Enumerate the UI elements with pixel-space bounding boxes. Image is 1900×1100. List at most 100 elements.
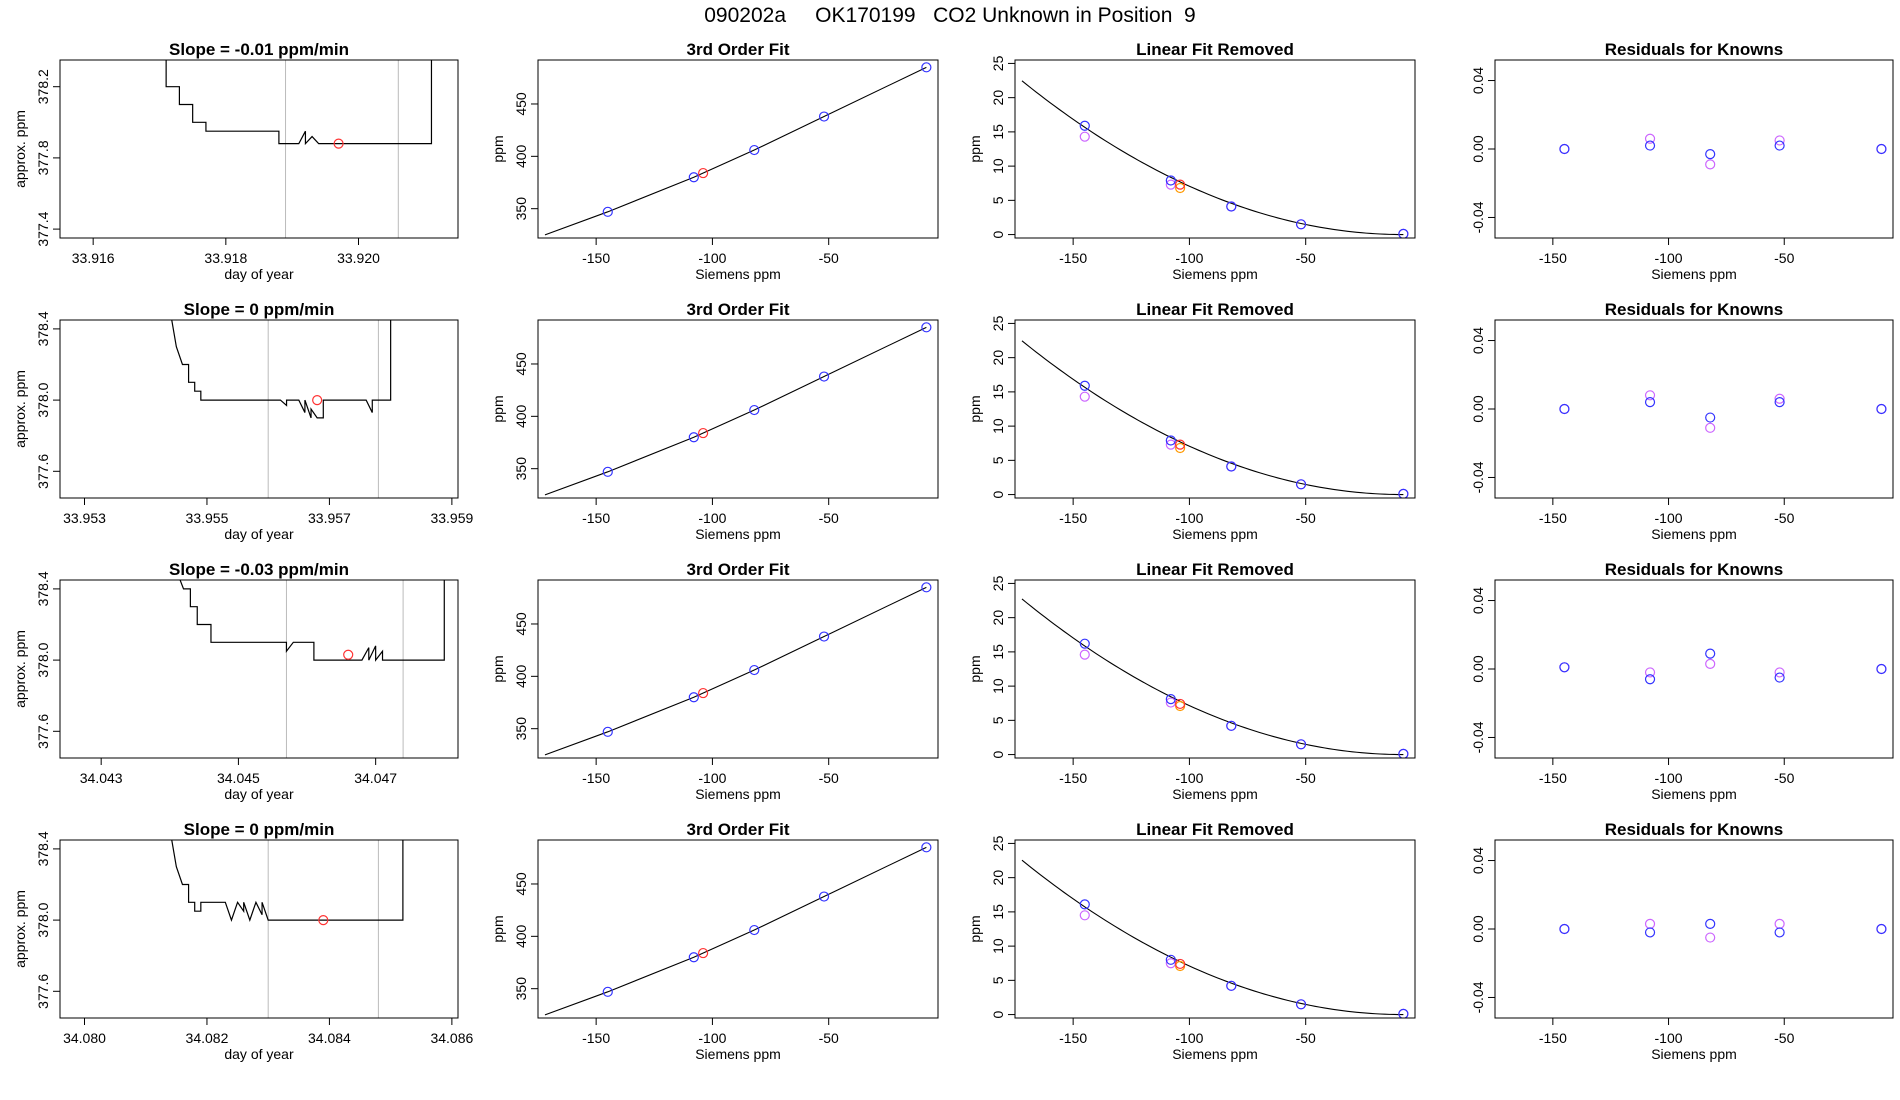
fit-curve	[544, 586, 927, 756]
plot-frame	[1014, 59, 1416, 239]
residual-point-alt	[1644, 390, 1656, 401]
residual-point	[1705, 149, 1716, 160]
residual-point	[1559, 923, 1570, 935]
plot-frame	[1014, 579, 1416, 759]
x-tick-label: -100	[1175, 770, 1203, 786]
y-tick-label: 0	[990, 750, 1006, 758]
x-tick-label: -150	[1059, 770, 1087, 786]
x-axis-label: Siemens ppm	[1651, 1046, 1737, 1062]
residual-point	[1705, 412, 1716, 423]
known-standard-point	[602, 986, 613, 997]
residual-point	[1774, 397, 1785, 408]
unknown-point	[1175, 179, 1186, 190]
unknown-point-alt	[1175, 700, 1186, 712]
x-axis-label: day of year	[224, 266, 294, 282]
residual-point	[1876, 143, 1887, 155]
x-axis-label: Siemens ppm	[1651, 266, 1737, 282]
plot-area	[165, 60, 433, 238]
y-axis-label: ppm	[490, 915, 506, 942]
x-tick-label: 34.086	[430, 1030, 473, 1046]
residual-point	[1705, 648, 1716, 659]
x-axis-label: Siemens ppm	[1651, 526, 1737, 542]
x-tick-label: 33.959	[430, 510, 473, 526]
x-tick-label: -150	[582, 250, 610, 266]
known-standard-point	[688, 432, 699, 443]
chart-title: Linear Fit Removed	[1136, 300, 1294, 319]
x-tick-label: -150	[1539, 770, 1567, 786]
x-axis-label: Siemens ppm	[695, 786, 781, 802]
panel-trace-row-4: Slope = 0 ppm/min 34.080 34.082 34.084 34.08…	[12, 820, 473, 1062]
plot-frame	[59, 579, 459, 759]
known-point-alt	[1079, 131, 1090, 142]
panel-linfit-row-3: Linear Fit Removed -150 -100 -50 0 5 10 15 20 25 S…	[967, 560, 1416, 802]
x-tick-label: -100	[698, 770, 726, 786]
unknown-sample-point	[698, 167, 709, 179]
plot-area	[544, 842, 932, 1016]
y-tick-label: 377.6	[35, 454, 51, 489]
x-tick-label: -100	[1655, 770, 1683, 786]
x-tick-label: -100	[1655, 1030, 1683, 1046]
known-standard-point	[921, 322, 932, 333]
y-tick-label: 350	[513, 977, 529, 1001]
known-point	[1398, 1008, 1409, 1018]
x-tick-label: 34.047	[354, 770, 397, 786]
mean-point	[312, 395, 323, 406]
y-tick-label: 0.00	[1470, 395, 1486, 422]
known-standard-point	[921, 582, 932, 593]
y-tick-label: 378.0	[35, 382, 51, 417]
x-tick-label: -50	[819, 250, 839, 266]
plot-area	[544, 322, 932, 496]
known-point	[1165, 694, 1176, 705]
known-standard-point	[688, 692, 699, 703]
unknown-point-alt	[1175, 960, 1186, 972]
unknown-sample-point	[698, 947, 709, 959]
y-tick-label: 0.04	[1470, 587, 1486, 614]
x-tick-label: -50	[1296, 250, 1316, 266]
plot-area	[1559, 133, 1887, 170]
residual-point-alt	[1705, 159, 1716, 170]
x-tick-label: 34.082	[186, 1030, 229, 1046]
x-axis-label: Siemens ppm	[695, 266, 781, 282]
residual-point	[1559, 403, 1570, 415]
y-axis-label: ppm	[967, 395, 983, 422]
y-tick-label: 0.00	[1470, 135, 1486, 162]
y-tick-label: 10	[990, 158, 1006, 174]
y-tick-label: 20	[990, 90, 1006, 106]
residual-point-alt	[1705, 932, 1716, 943]
x-axis-label: Siemens ppm	[1172, 786, 1258, 802]
x-axis-label: day of year	[224, 786, 294, 802]
y-tick-label: 450	[513, 92, 529, 116]
panel-trace-row-1: Slope = -0.01 ppm/min 33.916 33.918 33.920 3…	[12, 40, 459, 282]
plot-frame	[1014, 319, 1416, 499]
x-axis-label: Siemens ppm	[695, 526, 781, 542]
chart-title: Linear Fit Removed	[1136, 820, 1294, 839]
residual-point-alt	[1774, 667, 1785, 678]
plot-frame	[537, 579, 939, 759]
panel-fit-row-4: 3rd Order Fit -150 -100 -50 350 400 450 Siemens…	[490, 820, 939, 1062]
known-point	[1079, 899, 1090, 910]
concentration-trace	[171, 840, 404, 922]
panel-resid-row-1: Residuals for Knowns -150 -100 -50 -0.04 0.00…	[1470, 40, 1894, 282]
y-tick-label: -0.04	[1470, 461, 1486, 493]
y-tick-label: 450	[513, 612, 529, 636]
y-axis-label: approx. ppm	[12, 370, 28, 448]
y-tick-label: -0.04	[1470, 981, 1486, 1013]
x-tick-label: 33.916	[72, 250, 115, 266]
chart-title: Slope = 0 ppm/min	[184, 820, 335, 839]
plot-area	[1021, 80, 1409, 238]
plot-frame	[59, 59, 459, 239]
plot-frame	[537, 319, 939, 499]
y-tick-label: 25	[990, 575, 1006, 591]
concentration-trace	[179, 580, 445, 662]
residual-point	[1774, 672, 1785, 683]
chart-title: Residuals for Knowns	[1605, 300, 1784, 319]
x-tick-label: -150	[1539, 510, 1567, 526]
residual-point	[1644, 140, 1656, 151]
y-tick-label: 10	[990, 678, 1006, 694]
known-point	[1295, 999, 1307, 1010]
known-point	[1295, 479, 1307, 490]
y-tick-label: -0.04	[1470, 721, 1486, 753]
known-point-alt	[1079, 391, 1090, 402]
chart-title: Slope = -0.03 ppm/min	[169, 560, 349, 579]
